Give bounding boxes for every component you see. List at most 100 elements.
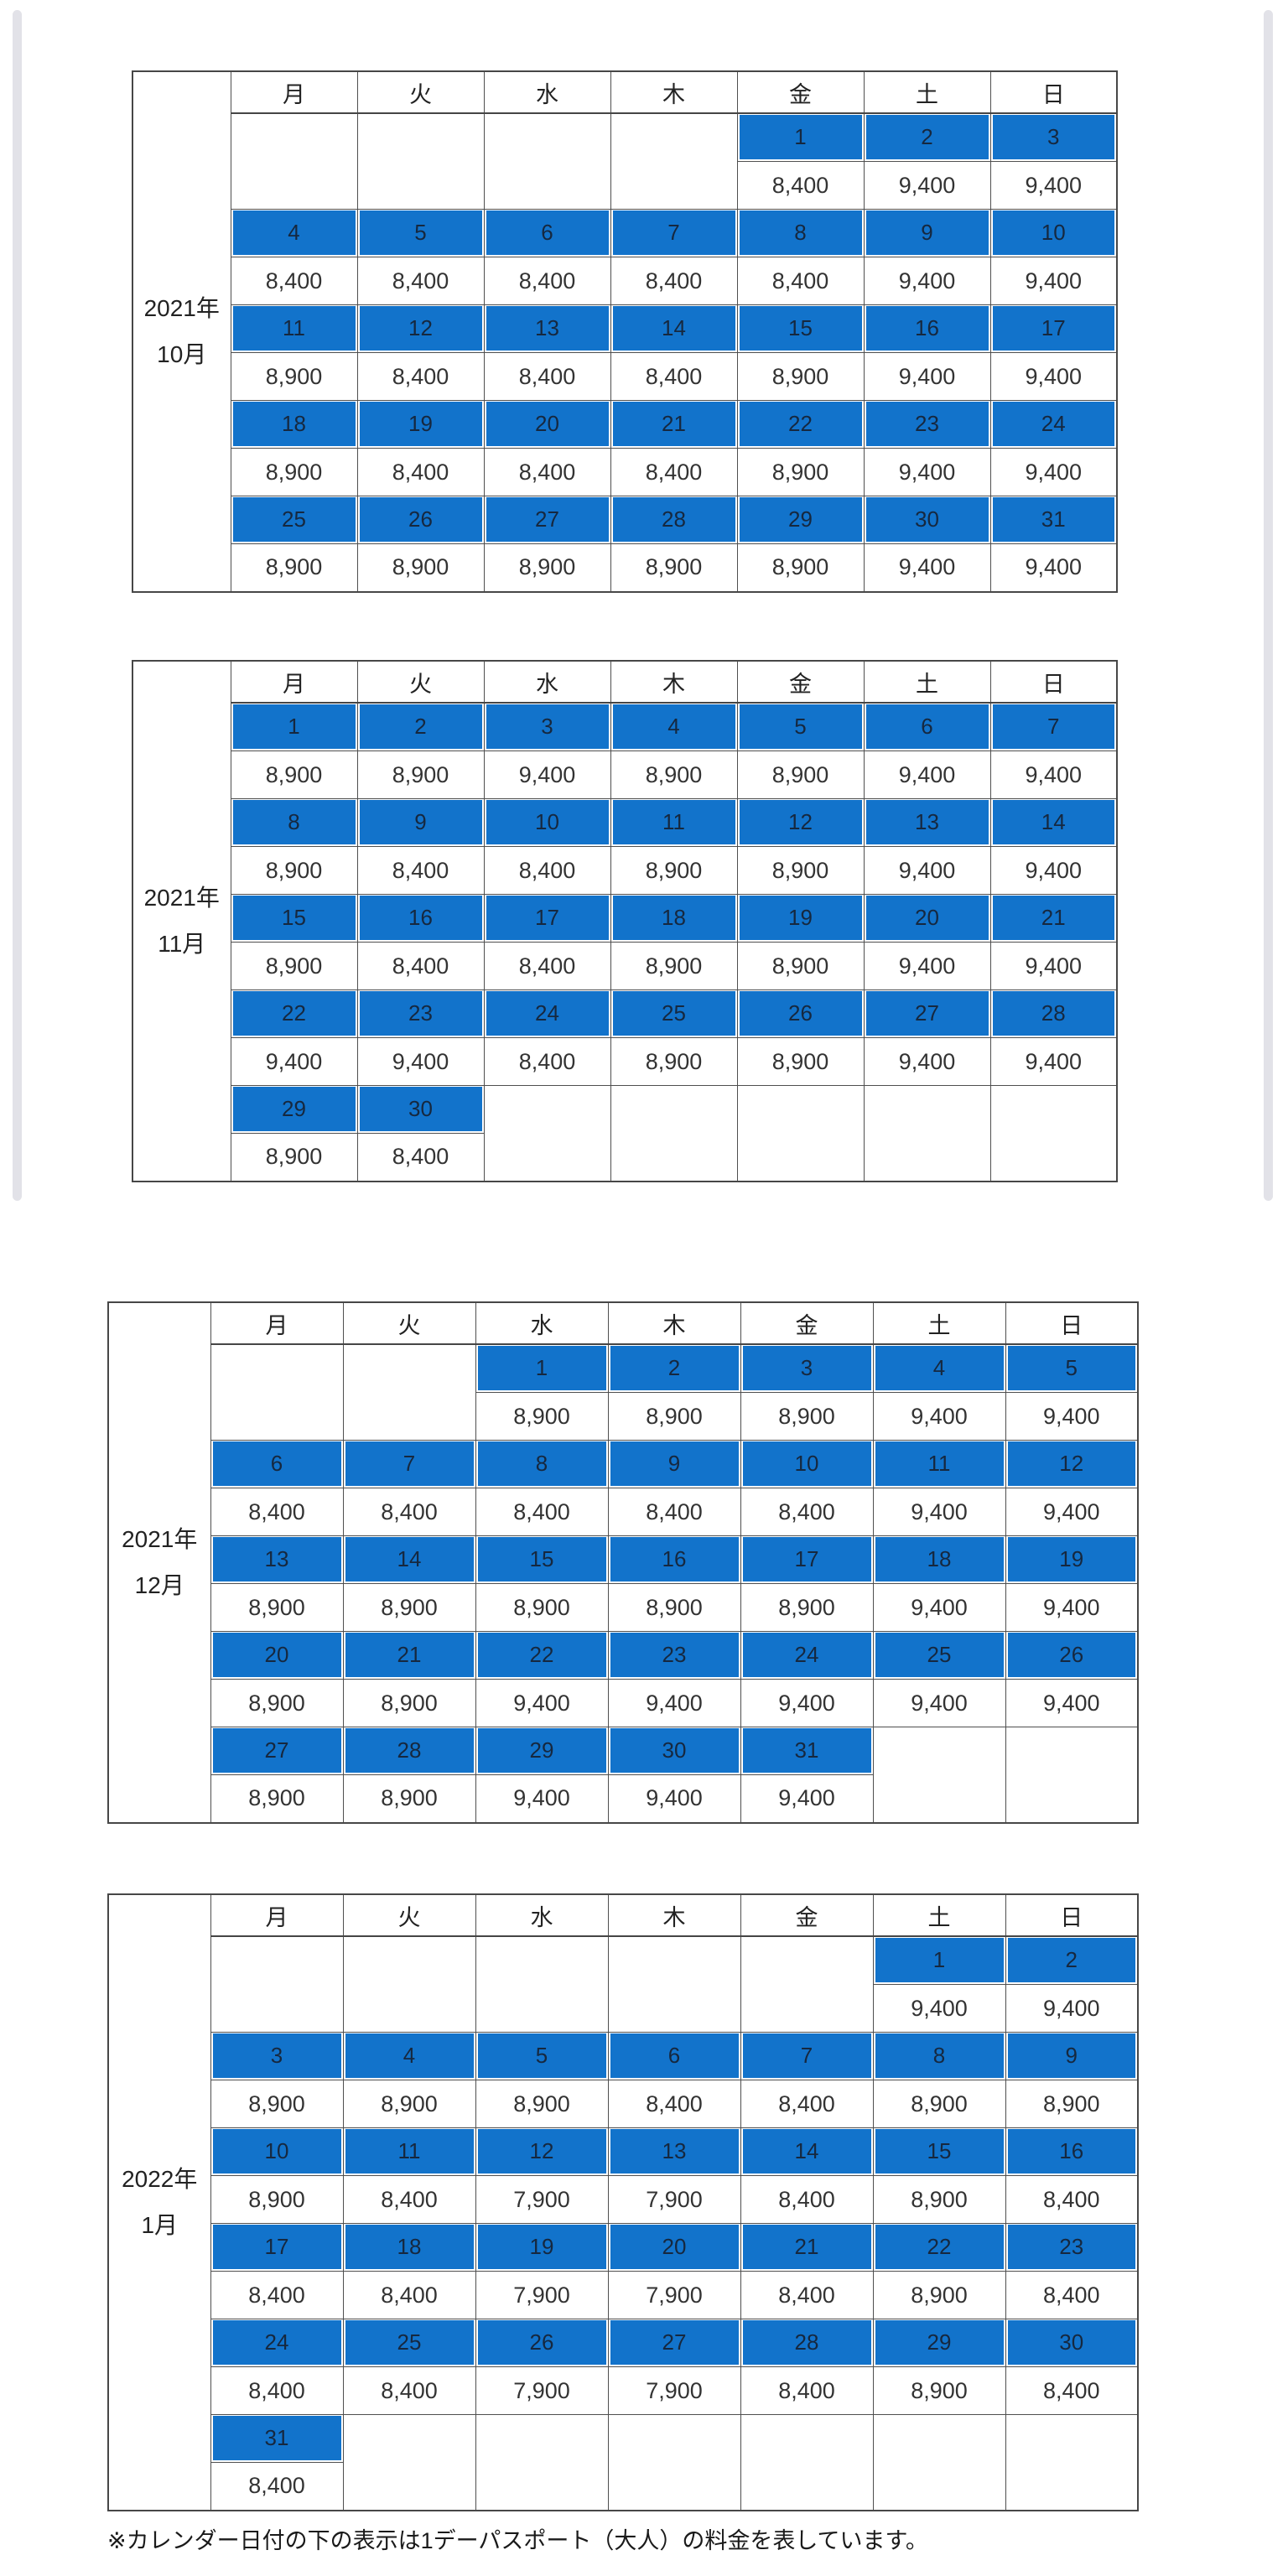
price-cell: 9,400	[863, 161, 991, 210]
price-cell: 8,400	[736, 257, 865, 305]
date-highlight: 19	[477, 2225, 606, 2269]
price-cell: 8,400	[210, 1488, 344, 1536]
date-highlight: 8	[875, 2033, 1004, 2078]
price-cell: 9,400	[863, 352, 991, 401]
weekday-header: 水	[483, 70, 611, 114]
price-cell: 9,400	[872, 1392, 1006, 1441]
date-cell: 23	[607, 1631, 741, 1680]
date-cell: 29	[872, 2319, 1006, 2367]
date-cell: 28	[989, 989, 1118, 1038]
price-cell: 9,400	[863, 846, 991, 895]
empty-cell	[356, 112, 485, 210]
price-cell: 8,400	[342, 2175, 476, 2224]
price-cell: 9,400	[872, 1679, 1006, 1727]
date-cell: 7	[989, 702, 1118, 751]
date-cell: 30	[1005, 2319, 1139, 2367]
date-highlight: 27	[486, 497, 609, 542]
date-cell: 8	[230, 798, 358, 847]
date-highlight: 20	[486, 402, 609, 446]
date-cell: 13	[210, 1535, 344, 1584]
date-highlight: 18	[345, 2225, 474, 2269]
date-cell: 10	[483, 798, 611, 847]
weekday-header: 月	[230, 70, 358, 114]
price-cell: 8,400	[342, 2271, 476, 2319]
date-highlight: 8	[477, 1441, 606, 1486]
weekday-header: 月	[210, 1301, 344, 1345]
date-cell: 5	[475, 2032, 609, 2080]
weekday-header: 土	[863, 660, 991, 704]
empty-cell	[607, 2414, 741, 2511]
date-highlight: 2	[610, 1346, 739, 1390]
weekday-header: 日	[1005, 1893, 1139, 1937]
price-cell: 8,900	[872, 2366, 1006, 2415]
price-cell: 8,400	[740, 1488, 874, 1536]
date-cell: 27	[863, 989, 991, 1038]
date-highlight: 29	[232, 1087, 356, 1131]
price-cell: 8,400	[1005, 2271, 1139, 2319]
month-label-text: 10月	[157, 341, 207, 368]
weekday-header: 水	[475, 1301, 609, 1345]
date-highlight: 28	[742, 2320, 871, 2365]
date-highlight: 29	[477, 1728, 606, 1773]
date-cell: 24	[483, 989, 611, 1038]
weekday-header: 土	[872, 1301, 1006, 1345]
date-cell: 29	[475, 1727, 609, 1775]
price-cell: 9,400	[863, 750, 991, 799]
month-label-text: 1月	[141, 2212, 179, 2239]
date-cell: 22	[475, 1631, 609, 1680]
date-highlight: 22	[232, 991, 356, 1036]
empty-cell	[210, 1935, 344, 2033]
price-cell: 9,400	[607, 1774, 741, 1823]
date-cell: 25	[342, 2319, 476, 2367]
date-highlight: 7	[742, 2033, 871, 2078]
price-cell: 8,900	[610, 543, 738, 592]
price-cell: 9,400	[989, 161, 1118, 210]
date-highlight: 30	[359, 1087, 482, 1131]
year-label-text: 2021年	[143, 295, 220, 322]
date-cell: 6	[863, 702, 991, 751]
date-highlight: 14	[992, 800, 1114, 844]
date-cell: 28	[610, 496, 738, 544]
date-highlight: 16	[1007, 2129, 1135, 2174]
date-highlight: 17	[486, 896, 609, 940]
date-highlight: 22	[739, 402, 862, 446]
date-highlight: 9	[359, 800, 482, 844]
date-cell: 18	[230, 400, 358, 449]
date-highlight: 15	[232, 896, 356, 940]
date-cell: 1	[475, 1343, 609, 1393]
empty-cell	[483, 112, 611, 210]
date-cell: 25	[610, 989, 738, 1038]
price-cell: 8,900	[342, 1583, 476, 1632]
date-cell: 29	[230, 1085, 358, 1134]
price-cell: 8,400	[483, 448, 611, 496]
date-cell: 21	[342, 1631, 476, 1680]
date-cell: 6	[607, 2032, 741, 2080]
month-label: 2022年 1月	[107, 1893, 211, 2511]
calendar-table-4: 2022年 1月月火水木金土日 1 2 9,400 9,400 3 4 5 6 7 8 9 8,900 8,…	[107, 1893, 1139, 2511]
weekday-header: 月	[230, 660, 358, 704]
price-cell: 8,900	[610, 846, 738, 895]
date-highlight: 4	[232, 210, 356, 255]
date-cell: 6	[210, 1440, 344, 1488]
price-cell: 8,900	[356, 543, 485, 592]
date-cell: 30	[356, 1085, 485, 1134]
price-cell: 8,900	[607, 1583, 741, 1632]
date-cell: 16	[1005, 2127, 1139, 2176]
date-cell: 23	[863, 400, 991, 449]
date-highlight: 23	[359, 991, 482, 1036]
date-highlight: 13	[212, 1537, 341, 1581]
weekday-header: 火	[356, 70, 485, 114]
price-cell: 9,400	[989, 257, 1118, 305]
price-cell: 9,400	[1005, 1583, 1139, 1632]
date-highlight: 2	[865, 115, 989, 159]
date-highlight: 5	[1007, 1346, 1135, 1390]
empty-cell	[863, 1085, 991, 1182]
date-highlight: 6	[212, 1441, 341, 1486]
date-highlight: 23	[865, 402, 989, 446]
date-cell: 18	[610, 894, 738, 943]
date-cell: 11	[610, 798, 738, 847]
date-cell: 3	[989, 112, 1118, 162]
date-cell: 21	[989, 894, 1118, 943]
date-highlight: 13	[486, 306, 609, 351]
empty-cell	[210, 1343, 344, 1441]
